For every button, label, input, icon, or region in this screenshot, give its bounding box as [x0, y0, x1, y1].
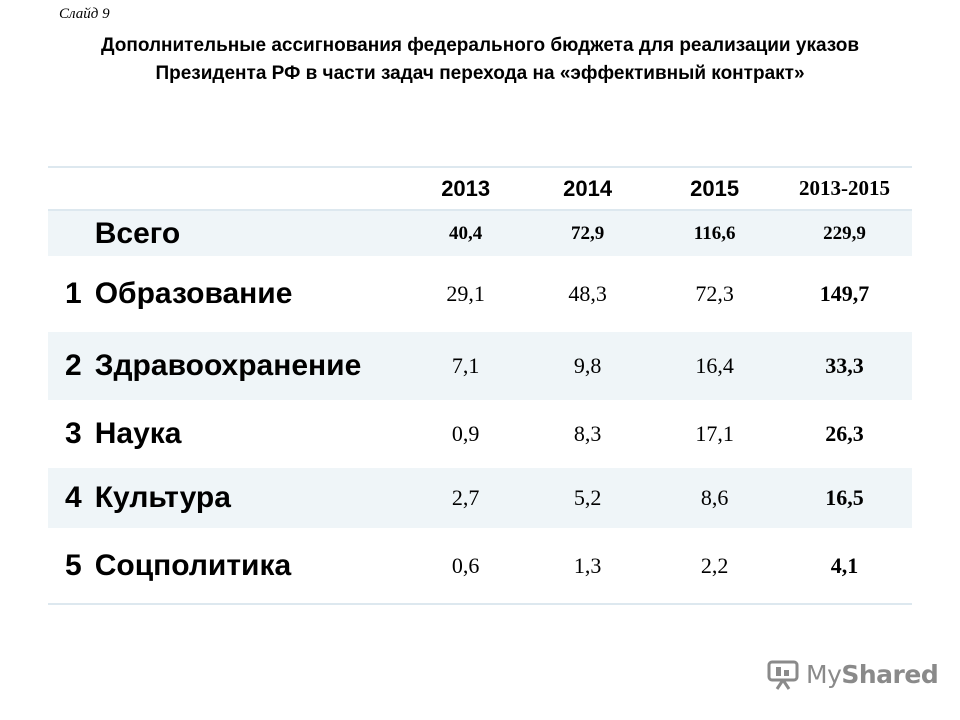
- myshared-watermark: MyShared: [766, 656, 939, 692]
- row-name: Здравоохранение: [94, 349, 362, 382]
- row-num: 2: [65, 349, 82, 382]
- row-name: Наука: [94, 417, 182, 450]
- row-num: 5: [65, 548, 82, 582]
- slide-title: Дополнительные ассигнования федерального…: [20, 32, 940, 88]
- table-row: 3 Наука 0,9 8,3 17,1 26,3: [48, 400, 912, 468]
- table-row: 2 Здравоохранение 7,1 9,8 16,4 33,3: [48, 332, 912, 400]
- cell-2013-2015: 229,9: [823, 222, 866, 244]
- cell-2015: 116,6: [693, 222, 736, 244]
- row-name: Соцполитика: [94, 548, 292, 582]
- cell-2015: 17,1: [695, 421, 734, 446]
- header-2013-2015: 2013-2015: [799, 176, 891, 200]
- cell-2013: 2,7: [451, 485, 480, 510]
- table-row: 4 Культура 2,7 5,2 8,6 16,5: [48, 468, 912, 528]
- cell-2014: 1,3: [573, 552, 602, 578]
- cell-2013-2015: 16,5: [825, 485, 864, 510]
- table-row-total: Всего 40,4 72,9 116,6 229,9: [48, 211, 912, 256]
- cell-2013: 0,9: [451, 421, 480, 446]
- cell-2015: 2,2: [700, 552, 729, 578]
- row-num: 3: [65, 417, 82, 450]
- row-num: 1: [65, 277, 82, 310]
- row-name: Культура: [94, 481, 231, 514]
- cell-2013: 0,6: [451, 552, 480, 578]
- cell-2014: 9,8: [573, 353, 602, 378]
- presentation-icon: [767, 660, 799, 690]
- budget-table: 2013 2014 2015 2013-2015 Всего 40,4 72,9…: [48, 166, 912, 605]
- row-num: 4: [65, 481, 82, 514]
- watermark-shared: Shared: [841, 659, 939, 689]
- cell-2014: 72,9: [571, 222, 605, 244]
- cell-2013-2015: 26,3: [825, 421, 864, 446]
- cell-2013: 40,4: [449, 222, 483, 244]
- table-row: 1 Образование 29,1 48,3 72,3 149,7: [48, 256, 912, 332]
- watermark-my: My: [806, 659, 842, 689]
- title-line-1: Дополнительные ассигнования федерального…: [100, 35, 860, 56]
- header-2014: 2014: [563, 175, 613, 201]
- cell-2013-2015: 149,7: [819, 281, 870, 306]
- cell-2013: 29,1: [446, 281, 485, 306]
- cell-2014: 48,3: [568, 281, 607, 306]
- row-name: Образование: [94, 277, 293, 310]
- cell-2015: 16,4: [695, 353, 734, 378]
- row-name: Всего: [94, 216, 181, 250]
- cell-2014: 5,2: [573, 485, 602, 510]
- table-row: 5 Соцполитика 0,6 1,3 2,2 4,1: [48, 528, 912, 603]
- cell-2014: 8,3: [573, 421, 602, 446]
- header-2015: 2015: [690, 175, 740, 201]
- table-header-row: 2013 2014 2015 2013-2015: [48, 168, 912, 211]
- title-line-2: Президента РФ в части задач перехода на …: [155, 63, 805, 84]
- cell-2015: 8,6: [700, 485, 729, 510]
- cell-2015: 72,3: [695, 281, 734, 306]
- cell-2013-2015: 33,3: [825, 353, 864, 378]
- cell-2013: 7,1: [451, 353, 480, 378]
- slide-label: Слайд 9: [59, 6, 110, 22]
- header-2013: 2013: [441, 175, 491, 201]
- cell-2013-2015: 4,1: [830, 552, 859, 578]
- watermark-text: MyShared: [806, 659, 939, 689]
